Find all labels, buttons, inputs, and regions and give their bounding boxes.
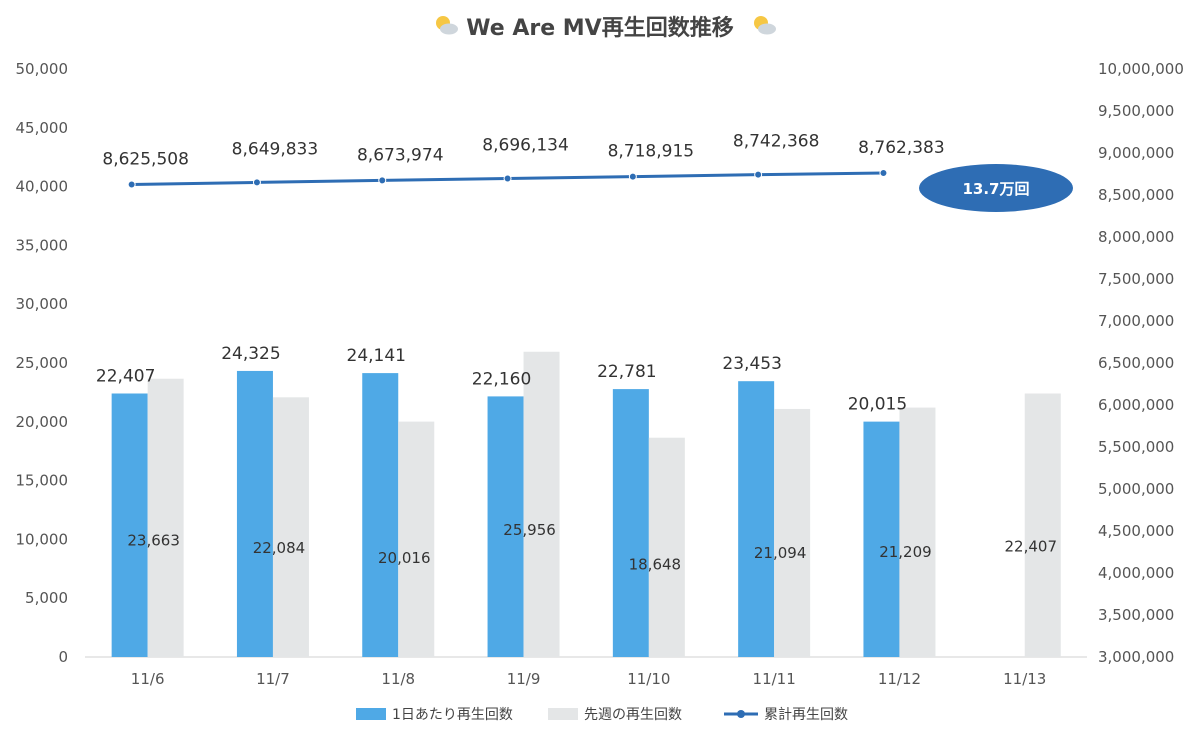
left-axis-tick-label: 5,000 (25, 589, 68, 607)
legend-label-daily: 1日あたり再生回数 (392, 707, 513, 723)
data-label-cumulative: 8,625,508 (102, 149, 189, 169)
bar-daily (362, 373, 399, 657)
right-axis-tick-label: 9,000,000 (1098, 144, 1174, 162)
bar-daily (487, 396, 524, 657)
data-label-daily: 22,781 (597, 362, 656, 382)
left-axis-tick-label: 35,000 (16, 236, 69, 254)
left-axis-tick-label: 50,000 (16, 60, 69, 78)
right-axis-tick-label: 9,500,000 (1098, 102, 1174, 120)
line-marker-cumulative (252, 178, 261, 187)
bar-last-week (147, 378, 184, 657)
bar-last-week (272, 397, 309, 657)
data-label-daily: 22,407 (96, 366, 155, 386)
left-axis-tick-label: 45,000 (16, 119, 69, 137)
annotation-text: 13.7万回 (962, 180, 1029, 198)
right-axis-tick-label: 4,500,000 (1098, 522, 1174, 540)
line-marker-cumulative (628, 172, 637, 181)
left-axis-tick-label: 20,000 (16, 413, 69, 431)
bar-daily (111, 393, 148, 657)
data-label-last-week: 22,407 (1005, 538, 1058, 556)
data-label-last-week: 25,956 (503, 521, 556, 539)
left-axis-tick-label: 15,000 (16, 472, 69, 490)
line-marker-cumulative (879, 168, 888, 177)
data-label-cumulative: 8,718,915 (608, 142, 695, 162)
bar-last-week (398, 421, 435, 657)
data-label-cumulative: 8,696,134 (482, 136, 569, 156)
right-axis-tick-label: 6,500,000 (1098, 354, 1174, 372)
x-axis-tick-label: 11/12 (878, 670, 921, 688)
legend-label-cumulative: 累計再生回数 (764, 707, 848, 723)
x-axis-tick-label: 11/7 (256, 670, 290, 688)
left-axis-tick-label: 10,000 (16, 530, 69, 548)
left-axis-tick-label: 0 (58, 648, 68, 666)
bar-daily (612, 389, 649, 657)
line-marker-cumulative (378, 176, 387, 185)
legend-swatch-cumulative-marker (737, 710, 745, 718)
legend-swatch-daily (356, 708, 386, 720)
legend: 1日あたり再生回数 先週の再生回数 累計再生回数 (356, 707, 848, 723)
x-axis-tick-label: 11/6 (131, 670, 165, 688)
chart-title: We Are MV再生回数推移 (466, 15, 733, 41)
bar-last-week (523, 351, 560, 657)
right-axis-tick-label: 7,000,000 (1098, 312, 1174, 330)
data-label-daily: 22,160 (472, 369, 531, 389)
bar-last-week (899, 407, 936, 657)
left-axis-tick-label: 30,000 (16, 295, 69, 313)
data-label-last-week: 18,648 (629, 555, 682, 573)
x-axis-tick-label: 11/9 (507, 670, 541, 688)
right-axis-tick-label: 5,500,000 (1098, 438, 1174, 456)
data-label-cumulative: 8,742,368 (733, 132, 820, 152)
title-right-icon (754, 16, 776, 35)
x-axis-tick-label: 11/11 (753, 670, 796, 688)
legend-label-last-week: 先週の再生回数 (584, 707, 682, 723)
right-axis-tick-label: 3,500,000 (1098, 606, 1174, 624)
bar-last-week (774, 408, 811, 657)
data-label-daily: 24,141 (347, 346, 406, 366)
line-layer (127, 168, 888, 189)
data-label-last-week: 23,663 (127, 532, 180, 550)
bar-last-week (648, 437, 685, 657)
bar-daily (236, 370, 273, 657)
title-left-icon (436, 16, 458, 35)
annotation-badge: 13.7万回 (919, 164, 1073, 212)
line-marker-cumulative (754, 170, 763, 179)
data-label-last-week: 21,209 (879, 543, 932, 561)
legend-swatch-last-week (548, 708, 578, 720)
data-labels-layer: 22,407 23,663 24,325 22,084 24,141 20,016 22,1… (96, 132, 1057, 574)
bar-daily (863, 421, 900, 657)
right-axis-tick-label: 3,000,000 (1098, 648, 1174, 666)
annotation-ellipse (919, 164, 1073, 212)
data-label-last-week: 21,094 (754, 544, 807, 562)
right-axis-tick-label: 7,500,000 (1098, 270, 1174, 288)
left-axis-tick-label: 40,000 (16, 178, 69, 196)
bar-last-week (1024, 393, 1061, 657)
bar-daily (738, 381, 775, 657)
data-label-daily: 24,325 (221, 344, 280, 364)
x-axis-tick-label: 11/13 (1003, 670, 1046, 688)
data-label-last-week: 22,084 (253, 539, 306, 557)
right-y-axis: 3,000,000 3,500,000 4,000,000 4,500,000 5,00… (1098, 60, 1184, 666)
right-axis-tick-label: 8,500,000 (1098, 186, 1174, 204)
right-axis-tick-label: 8,000,000 (1098, 228, 1174, 246)
right-axis-tick-label: 4,000,000 (1098, 564, 1174, 582)
data-label-cumulative: 8,762,383 (858, 138, 945, 158)
data-label-cumulative: 8,649,833 (232, 139, 319, 159)
chart-title-group: We Are MV再生回数推移 (436, 15, 776, 41)
data-label-daily: 20,015 (848, 395, 907, 415)
right-axis-tick-label: 6,000,000 (1098, 396, 1174, 414)
left-axis-tick-label: 25,000 (16, 354, 69, 372)
data-label-last-week: 20,016 (378, 549, 431, 567)
right-axis-tick-label: 5,000,000 (1098, 480, 1174, 498)
x-axis: 11/6 11/7 11/8 11/9 11/10 11/11 11/12 11/13 (131, 670, 1047, 688)
data-label-daily: 23,453 (722, 354, 781, 374)
right-axis-tick-label: 10,000,000 (1098, 60, 1184, 78)
data-label-cumulative: 8,673,974 (357, 145, 444, 165)
x-axis-tick-label: 11/10 (627, 670, 670, 688)
x-axis-tick-label: 11/8 (381, 670, 415, 688)
bars-layer (111, 351, 1061, 657)
left-y-axis: 0 5,000 10,000 15,000 20,000 25,000 30,000 35,0… (16, 60, 69, 666)
line-marker-cumulative (503, 174, 512, 183)
line-marker-cumulative (127, 180, 136, 189)
